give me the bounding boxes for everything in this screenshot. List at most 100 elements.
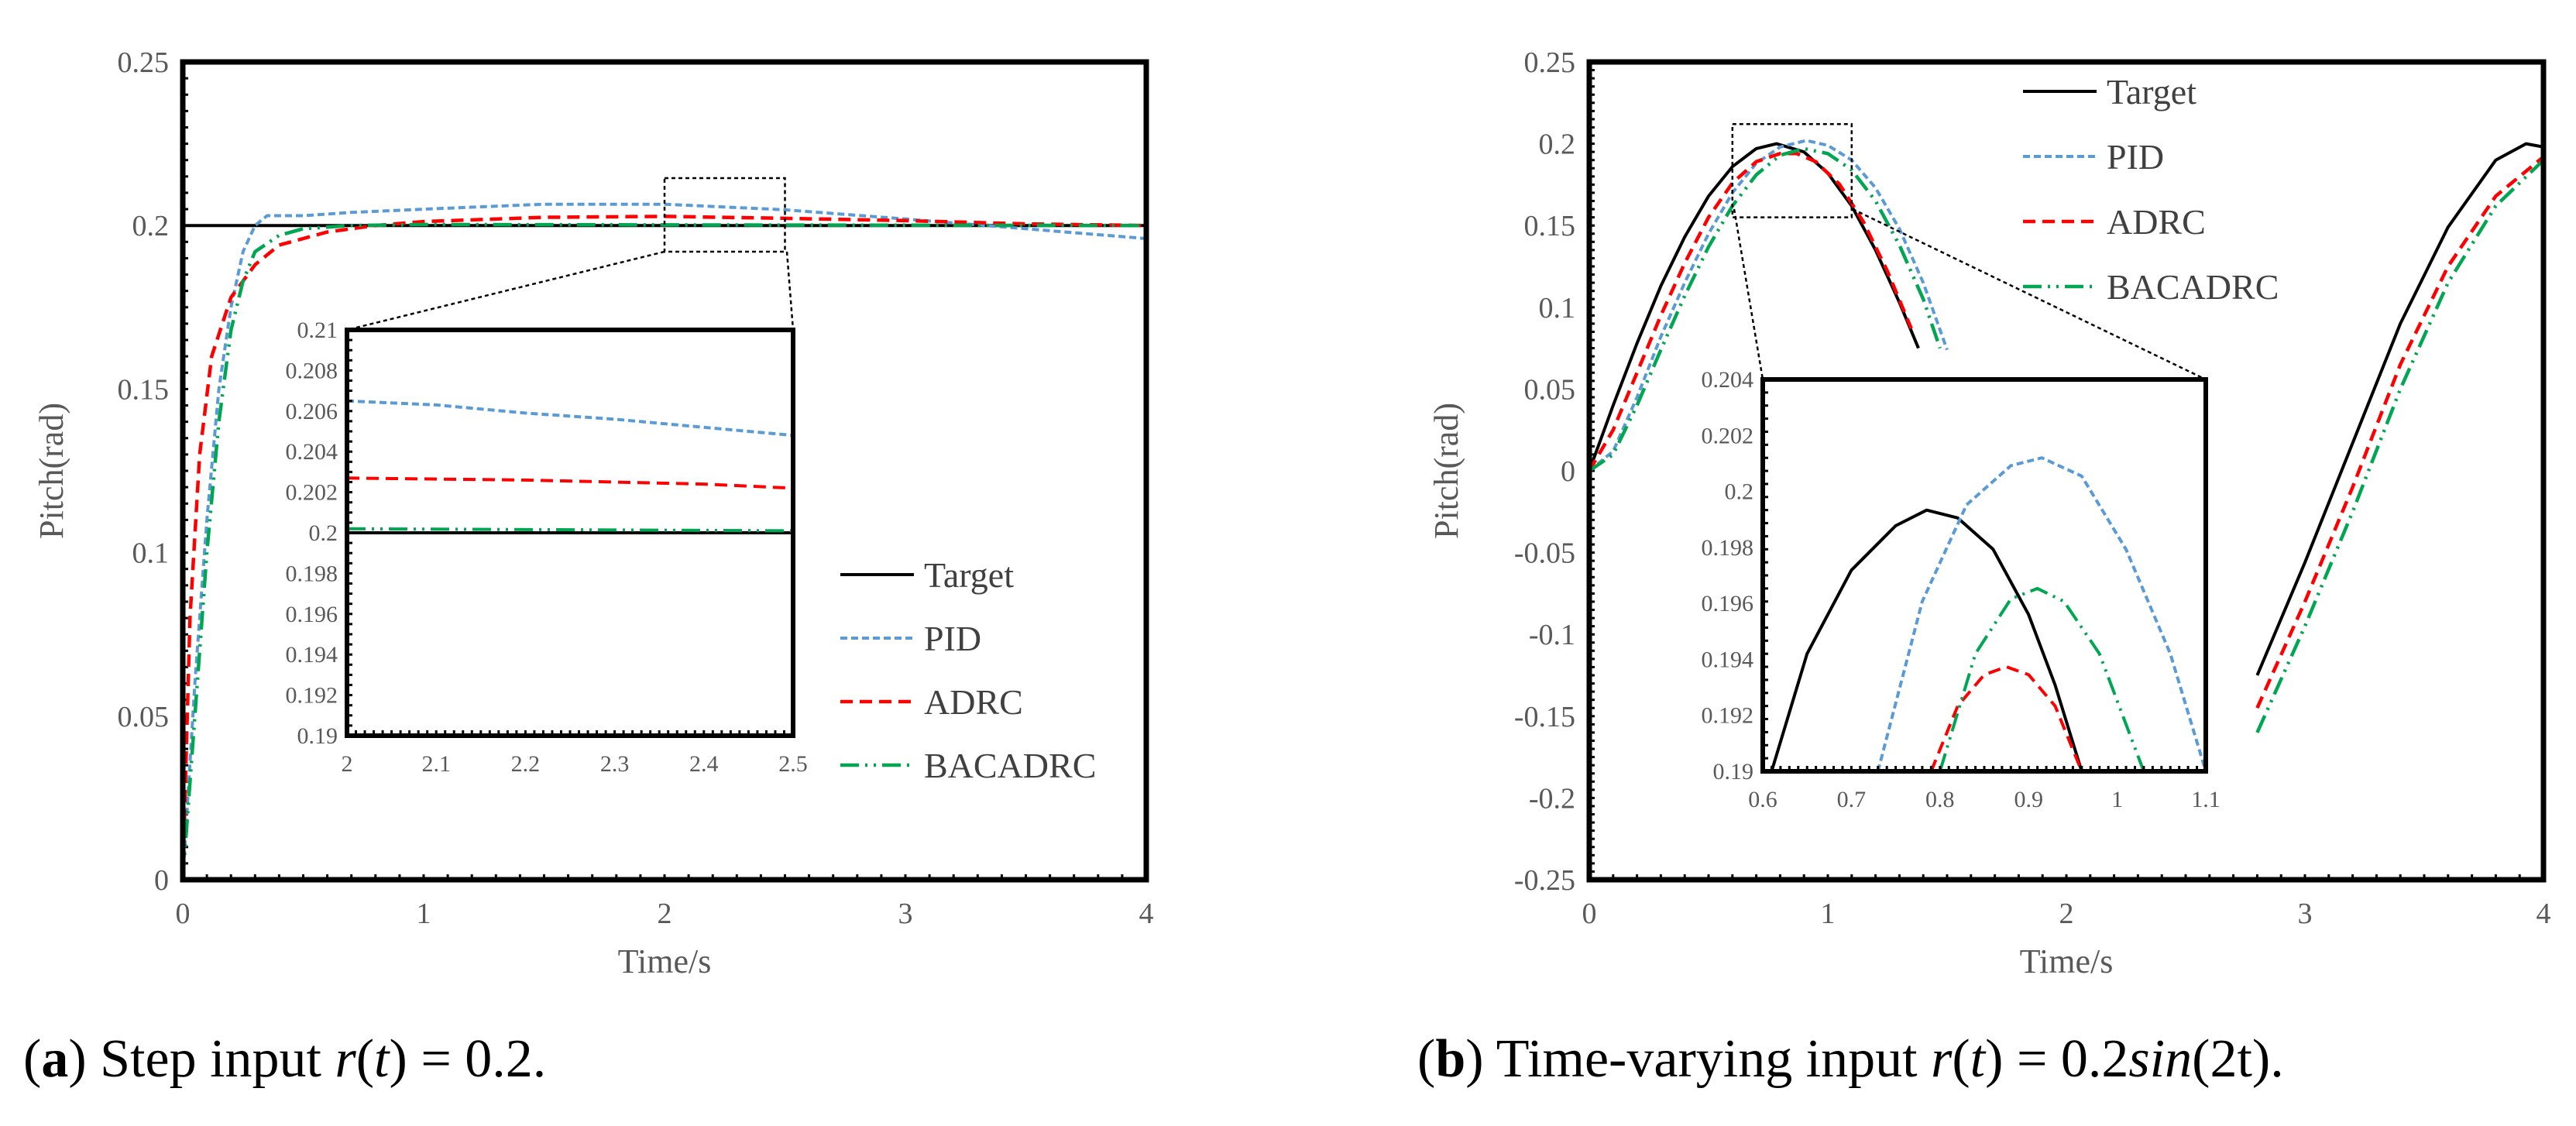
y-tick-label: 0.1: [1539, 292, 1576, 324]
caption-b-math-end: .: [2270, 1029, 2284, 1089]
inset-series-line-pid: [1876, 456, 2206, 771]
inset-series-line-target: [1770, 508, 2083, 771]
series-line-bacadrc: [183, 222, 1146, 880]
x-tick-label: 2: [2059, 898, 2074, 930]
series-line-adrc: [2255, 155, 2543, 709]
inset-y-tick-label: 0.198: [286, 561, 338, 586]
inset-zoom-chart: 2 2.1 2.2 2.3 2.4 2.5 0.19 0.192 0.194 0.196 0.198…: [286, 318, 808, 777]
inset-background: [1763, 379, 2206, 771]
inset-y-tick-label: 0.194: [286, 642, 338, 668]
caption-a-math-t: t: [374, 1029, 390, 1089]
legend-label-pid: PID: [924, 619, 981, 658]
caption-b-math-r: r: [1931, 1029, 1953, 1089]
y-axis-title: Pitch(rad): [1427, 403, 1465, 539]
y-tick-label: 0.25: [118, 46, 170, 79]
inset-y-tick-label: 0.196: [1702, 591, 1754, 616]
inset-y-tick-label: 0.194: [1702, 647, 1754, 672]
inset-y-tick-label: 0.192: [286, 683, 338, 709]
x-tick-label: 1: [417, 898, 431, 930]
zoom-region-box: [1731, 123, 1853, 218]
inset-x-tick-label: 0.8: [1925, 787, 1955, 812]
caption-b-math-eq: = 0.2: [2003, 1029, 2129, 1089]
legend-label-target: Target: [924, 555, 1014, 595]
inset-y-tick-label: 0.204: [286, 439, 338, 465]
y-tick-label: 0.15: [118, 373, 170, 406]
inset-y-tick-label: 0.19: [297, 723, 338, 749]
inset-y-tick-label: 0.2: [1725, 479, 1754, 505]
inset-zoom-chart: 0.6 0.7 0.8 0.9 1 1.1 0.19 0.192 0.194 0.196 0.198…: [1702, 367, 2221, 812]
y-tick-label: 0.05: [118, 701, 170, 733]
inset-frame: [345, 328, 795, 738]
inset-y-tick-label: 0.19: [1713, 759, 1754, 784]
x-tick-label: 0: [1582, 898, 1597, 930]
plot-frame: [180, 59, 1149, 883]
caption-a: (a) Step input r(t) = 0.2.: [23, 1029, 547, 1089]
y-tick-label: 0.05: [1524, 373, 1576, 406]
legend: Target PID ADRC BACADRC: [2023, 72, 2279, 307]
plot-frame: [1586, 59, 2547, 883]
legend-label-bacadrc: BACADRC: [924, 746, 1096, 785]
series-line-adrc: [1589, 152, 1913, 472]
x-tick-label: 1: [1821, 898, 1836, 930]
inset-series-line-bacadrc: [347, 527, 793, 533]
series-line-target: [1589, 142, 1920, 472]
inset-x-tick-label: 2.2: [511, 751, 541, 777]
legend-label-bacadrc: BACADRC: [2107, 267, 2279, 307]
legend-label-target: Target: [2107, 72, 2196, 112]
zoom-connector-left: [346, 250, 665, 331]
legend-label-adrc: ADRC: [924, 682, 1023, 722]
inset-x-tick-label: 2: [342, 751, 353, 777]
caption-b-math-sin: sin: [2128, 1029, 2193, 1089]
caption-a-letter: a: [41, 1029, 69, 1089]
inset-y-tick-label: 0.196: [286, 602, 338, 627]
x-tick-label: 2: [658, 898, 672, 930]
x-tick-label: 3: [2298, 898, 2313, 930]
series-line-pid: [1589, 139, 1949, 472]
inset-x-tick-label: 1.1: [2191, 787, 2221, 812]
y-tick-label: -0.2: [1529, 782, 1575, 815]
inset-series-line-adrc: [1929, 665, 2083, 771]
inset-x-tick-label: 1: [2111, 787, 2123, 812]
zoom-region-box: [663, 177, 786, 253]
inset-y-tick-label: 0.204: [1702, 367, 1754, 393]
series-line-adrc: [183, 215, 1146, 880]
caption-b-text: Time-varying input: [1496, 1029, 1932, 1089]
y-tick-label: -0.15: [1514, 701, 1575, 733]
inset-x-tick-label: 0.6: [1748, 787, 1777, 812]
legend: Target PID ADRC BACADRC: [840, 555, 1096, 785]
y-tick-label: 0.1: [132, 537, 170, 570]
y-tick-label: -0.1: [1529, 619, 1575, 651]
inset-y-tick-label: 0.21: [297, 318, 338, 343]
y-tick-label: 0.25: [1524, 46, 1576, 79]
caption-a-math-r: r: [335, 1029, 356, 1089]
series-line-pid: [183, 202, 1146, 880]
legend-label-adrc: ADRC: [2107, 202, 2206, 242]
y-tick-label: 0.15: [1524, 210, 1576, 242]
series-line-bacadrc: [1589, 146, 1942, 472]
chart-step-input: 0 1 2 3 4 0 0.05 0.1 0.15 0.2 0.25 Time/s Pitch(rad)…: [33, 46, 1154, 980]
inset-x-tick-label: 2.1: [421, 751, 451, 777]
caption-a-text: Step input: [100, 1029, 335, 1089]
inset-y-tick-label: 0.206: [286, 399, 338, 424]
y-tick-label: -0.05: [1514, 537, 1575, 570]
zoom-connector-right: [1852, 208, 2207, 381]
caption-b-math-t: t: [1970, 1029, 1986, 1089]
caption-a-math-eq: = 0.2.: [407, 1029, 547, 1089]
caption-b-math-arg: 2t: [2210, 1029, 2252, 1089]
inset-series-line-bacadrc: [1938, 586, 2145, 771]
y-tick-label: 0.2: [132, 210, 170, 242]
inset-y-tick-label: 0.192: [1702, 703, 1754, 729]
x-axis-title: Time/s: [618, 942, 712, 980]
zoom-connector-right: [785, 251, 795, 331]
series-line-target: [2255, 142, 2543, 676]
y-tick-label: -0.25: [1514, 864, 1575, 897]
y-axis-title: Pitch(rad): [33, 403, 70, 539]
inset-series-line-adrc: [347, 476, 793, 490]
inset-y-tick-label: 0.208: [286, 358, 338, 383]
zoom-connector-left: [1733, 208, 1764, 380]
y-tick-label: 0.2: [1539, 129, 1576, 161]
inset-y-tick-label: 0.202: [1702, 423, 1754, 448]
y-tick-label: 0: [1561, 455, 1575, 488]
inset-y-tick-label: 0.2: [309, 520, 338, 546]
